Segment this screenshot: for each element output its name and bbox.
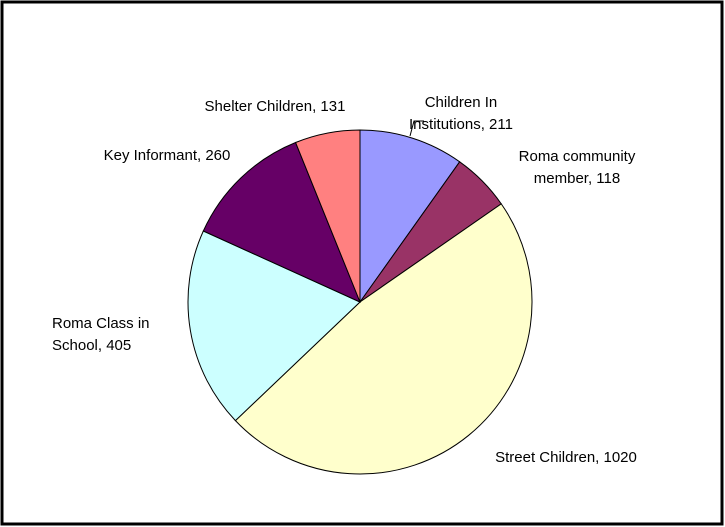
data-label: Roma Class in School, 405 bbox=[52, 315, 150, 354]
data-label: Street Children, 1020 bbox=[495, 449, 637, 466]
pie-slice bbox=[234, 203, 533, 475]
pie-slice bbox=[294, 129, 361, 303]
leader-line bbox=[409, 120, 424, 137]
data-label: Key Informant, 260 bbox=[104, 147, 231, 164]
pie-slice bbox=[359, 129, 461, 304]
pie-slice bbox=[187, 230, 361, 422]
data-label: Shelter Children, 131 bbox=[205, 98, 346, 115]
data-label: Children In Institutions, 211 bbox=[409, 94, 513, 133]
pie-slice bbox=[202, 141, 361, 303]
pie bbox=[187, 129, 533, 475]
data-label: Roma community member, 118 bbox=[519, 148, 636, 187]
